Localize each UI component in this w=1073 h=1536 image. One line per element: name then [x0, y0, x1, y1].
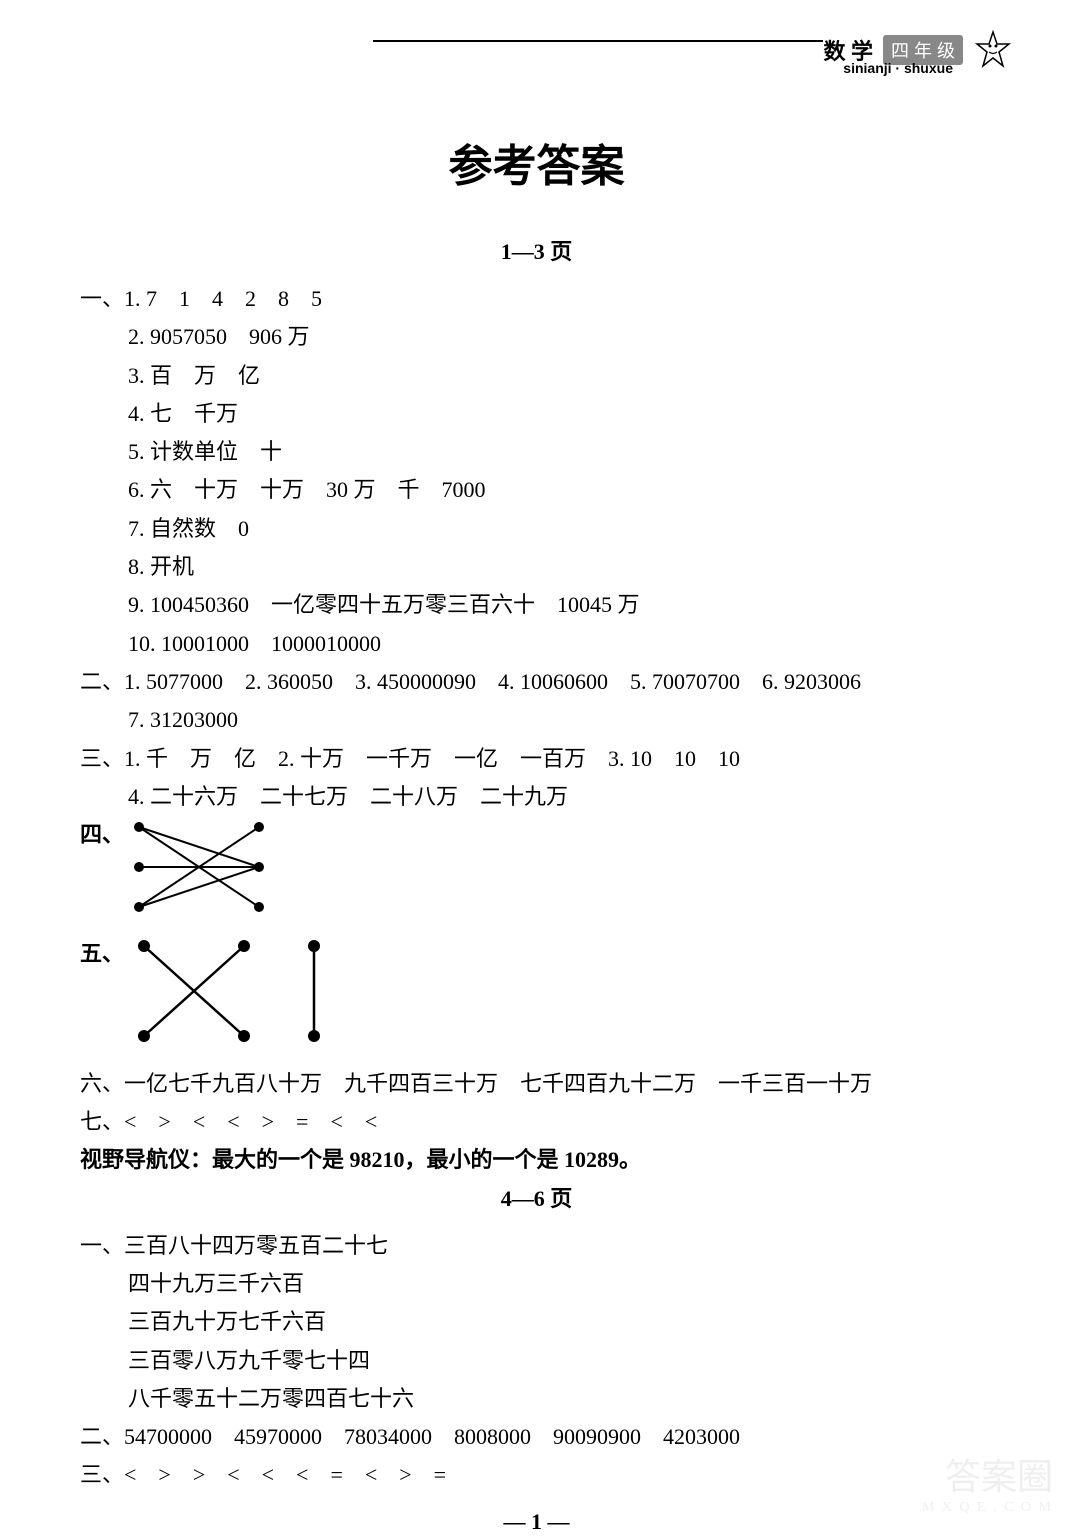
answer-line: 四十九万三千六百 [80, 1266, 993, 1302]
answer-line: 三百九十万七千六百 [80, 1304, 993, 1340]
q4-label: 四、 [80, 817, 124, 853]
answer-line: 八千零五十二万零四百七十六 [80, 1381, 993, 1417]
answer-line: 8. 开机 [80, 549, 993, 585]
q5-row: 五、 [80, 936, 993, 1057]
answer-line: 二、54700000 45970000 78034000 8008000 900… [80, 1419, 993, 1455]
answer-line: 7. 自然数 0 [80, 511, 993, 547]
answer-line: 七、< > < < > = < < [80, 1104, 993, 1140]
answer-line: 三、< > > < < < = < > = [80, 1457, 993, 1493]
watermark-url: M X Q E . C O M [922, 1500, 1053, 1516]
page-number: — 1 — [80, 1509, 993, 1535]
section1-page-range: 1—3 页 [80, 234, 993, 266]
matching-diagram-5 [129, 936, 329, 1057]
answer-line: 10. 10001000 1000010000 [80, 626, 993, 662]
main-title: 参考答案 [80, 130, 993, 194]
answer-line: 三、1. 千 万 亿 2. 十万 一千万 一亿 一百万 3. 10 10 10 [80, 741, 993, 777]
answer-line: 4. 七 千万 [80, 396, 993, 432]
answer-line: 六、一亿七千九百八十万 九千四百三十万 七千四百九十二万 一千三百一十万 [80, 1066, 993, 1102]
matching-diagram-4 [129, 817, 269, 928]
answer-line: 9. 100450360 一亿零四十五万零三百六十 10045 万 [80, 587, 993, 623]
watermark-text: 答案圈 [922, 1448, 1053, 1500]
answer-line: 一、1. 7 1 4 2 8 5 [80, 281, 993, 317]
section2-content: 一、三百八十四万零五百二十七 四十九万三千六百 三百九十万七千六百 三百零八万九… [80, 1228, 993, 1494]
header-divider [373, 40, 823, 42]
answer-line: 二、1. 5077000 2. 360050 3. 450000090 4. 1… [80, 664, 993, 700]
nav-hint: 视野导航仪：最大的一个是 98210，最小的一个是 10289。 [80, 1142, 993, 1178]
star-icon [973, 30, 1013, 70]
answer-line: 2. 9057050 906 万 [80, 319, 993, 355]
answer-line: 5. 计数单位 十 [80, 434, 993, 470]
q5-label: 五、 [80, 936, 124, 972]
answer-line: 7. 31203000 [80, 702, 993, 738]
watermark: 答案圈 M X Q E . C O M [922, 1448, 1053, 1516]
answer-line: 6. 六 十万 十万 30 万 千 7000 [80, 472, 993, 508]
answer-line: 一、三百八十四万零五百二十七 [80, 1228, 993, 1264]
q4-row: 四、 [80, 817, 993, 928]
answer-line: 3. 百 万 亿 [80, 358, 993, 394]
answer-line: 4. 二十六万 二十七万 二十八万 二十九万 [80, 779, 993, 815]
answer-line: 三百零八万九千零七十四 [80, 1343, 993, 1379]
section1-content: 一、1. 7 1 4 2 8 5 2. 9057050 906 万 3. 百 万… [80, 281, 993, 1179]
section2-page-range: 4—6 页 [80, 1181, 993, 1213]
pinyin-label: sinianji · shuxue [843, 60, 953, 76]
